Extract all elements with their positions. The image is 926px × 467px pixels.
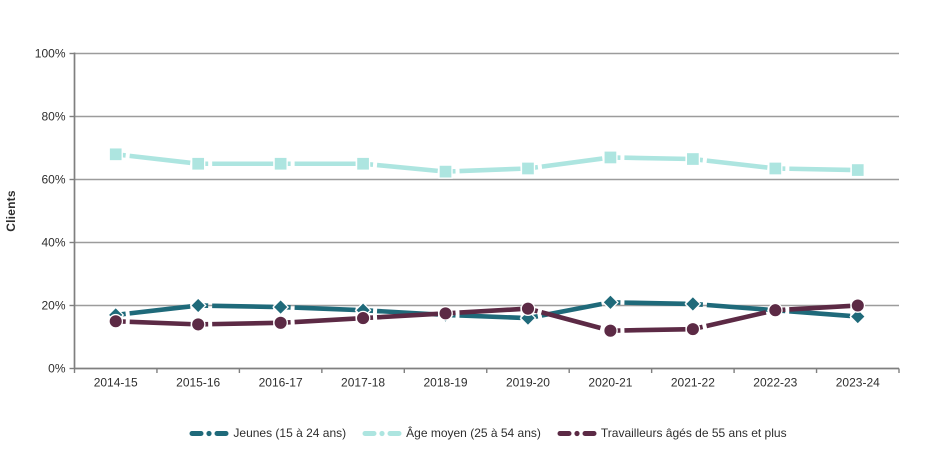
series-segment-2 bbox=[527, 306, 612, 333]
series-segment-0 bbox=[445, 312, 529, 321]
series-segment-0 bbox=[692, 301, 776, 313]
marker-square-1 bbox=[685, 151, 701, 167]
legend-label: Âge moyen (25 à 54 ans) bbox=[406, 426, 541, 440]
x-tick-label: 2021-22 bbox=[671, 376, 715, 390]
x-tick-label: 2018-19 bbox=[424, 376, 468, 390]
marker-circle-2 bbox=[355, 310, 371, 326]
legend: Jeunes (15 à 24 ans) Âge moyen (25 à 54 a… bbox=[60, 426, 916, 440]
marker-square-1 bbox=[191, 156, 206, 171]
series-segment-2 bbox=[692, 307, 776, 332]
y-tick-label: 0% bbox=[48, 362, 66, 376]
marker-square-1 bbox=[273, 156, 288, 171]
series-segment-2 bbox=[115, 318, 199, 327]
marker-diamond-0 bbox=[272, 298, 290, 316]
marker-square-1 bbox=[355, 156, 371, 171]
legend-item-1: Âge moyen (25 à 54 ans) bbox=[362, 426, 541, 440]
x-tick-label: 2014-15 bbox=[94, 376, 138, 390]
legend-item-0: Jeunes (15 à 24 ans) bbox=[189, 426, 346, 440]
series-segment-1 bbox=[362, 161, 446, 174]
x-tick-label: 2022-23 bbox=[753, 376, 797, 390]
legend-swatch-icon bbox=[362, 430, 402, 436]
series-segment-1 bbox=[610, 155, 693, 162]
series-segment-1 bbox=[445, 166, 529, 174]
y-tick-label: 80% bbox=[41, 110, 65, 124]
marker-diamond-0 bbox=[189, 297, 207, 314]
series-segment-2 bbox=[198, 320, 281, 327]
marker-circle-2 bbox=[108, 313, 124, 329]
series-segment-2 bbox=[775, 303, 858, 313]
x-tick-label: 2015-16 bbox=[176, 376, 220, 390]
marker-square-1 bbox=[520, 161, 536, 176]
x-tick-label: 2020-21 bbox=[588, 376, 632, 390]
y-tick-label: 60% bbox=[41, 173, 65, 187]
series-segment-2 bbox=[362, 311, 446, 321]
series-segment-0 bbox=[610, 300, 693, 307]
marker-circle-2 bbox=[685, 321, 701, 337]
series-segment-1 bbox=[692, 156, 776, 171]
marker-circle-2 bbox=[767, 302, 783, 318]
series-segment-0 bbox=[115, 303, 199, 318]
legend-label: Travailleurs âgés de 55 ans et plus bbox=[600, 426, 787, 440]
legend-label: Jeunes (15 à 24 ans) bbox=[233, 426, 347, 440]
marker-circle-2 bbox=[603, 323, 618, 339]
marker-square-1 bbox=[108, 147, 123, 162]
y-tick-label: 100% bbox=[35, 47, 66, 61]
marker-circle-2 bbox=[438, 306, 453, 321]
series-segment-2 bbox=[610, 326, 693, 333]
y-tick-label: 20% bbox=[41, 299, 65, 313]
legend-item-2: Travailleurs âgés de 55 ans et plus bbox=[557, 426, 787, 440]
x-tick-label: 2019-20 bbox=[506, 376, 550, 390]
series-segment-2 bbox=[280, 315, 364, 326]
x-tick-label: 2017-18 bbox=[341, 376, 385, 390]
marker-square-1 bbox=[768, 161, 783, 176]
series-segment-2 bbox=[445, 306, 529, 316]
legend-swatch-icon bbox=[557, 430, 597, 436]
marker-circle-2 bbox=[850, 298, 866, 313]
legend-swatch-icon bbox=[189, 430, 229, 436]
marker-square-1 bbox=[850, 162, 865, 178]
y-tick-label: 40% bbox=[41, 236, 65, 250]
marker-square-1 bbox=[603, 150, 618, 165]
series-segment-0 bbox=[198, 303, 281, 310]
series-segment-1 bbox=[775, 166, 858, 173]
series-segment-1 bbox=[527, 155, 611, 171]
marker-diamond-0 bbox=[684, 295, 702, 313]
marker-diamond-0 bbox=[849, 308, 867, 325]
marker-circle-2 bbox=[520, 301, 536, 316]
series-segment-0 bbox=[280, 304, 364, 313]
marker-diamond-0 bbox=[602, 293, 619, 311]
marker-square-1 bbox=[438, 164, 453, 179]
y-axis-title: Clients bbox=[4, 190, 18, 232]
marker-circle-2 bbox=[273, 315, 288, 331]
marker-circle-2 bbox=[190, 317, 206, 332]
series-segment-1 bbox=[115, 152, 199, 167]
x-tick-label: 2016-17 bbox=[259, 376, 303, 390]
series-segment-0 bbox=[527, 300, 611, 321]
x-tick-label: 2023-24 bbox=[836, 376, 880, 390]
series-segment-0 bbox=[775, 307, 858, 319]
